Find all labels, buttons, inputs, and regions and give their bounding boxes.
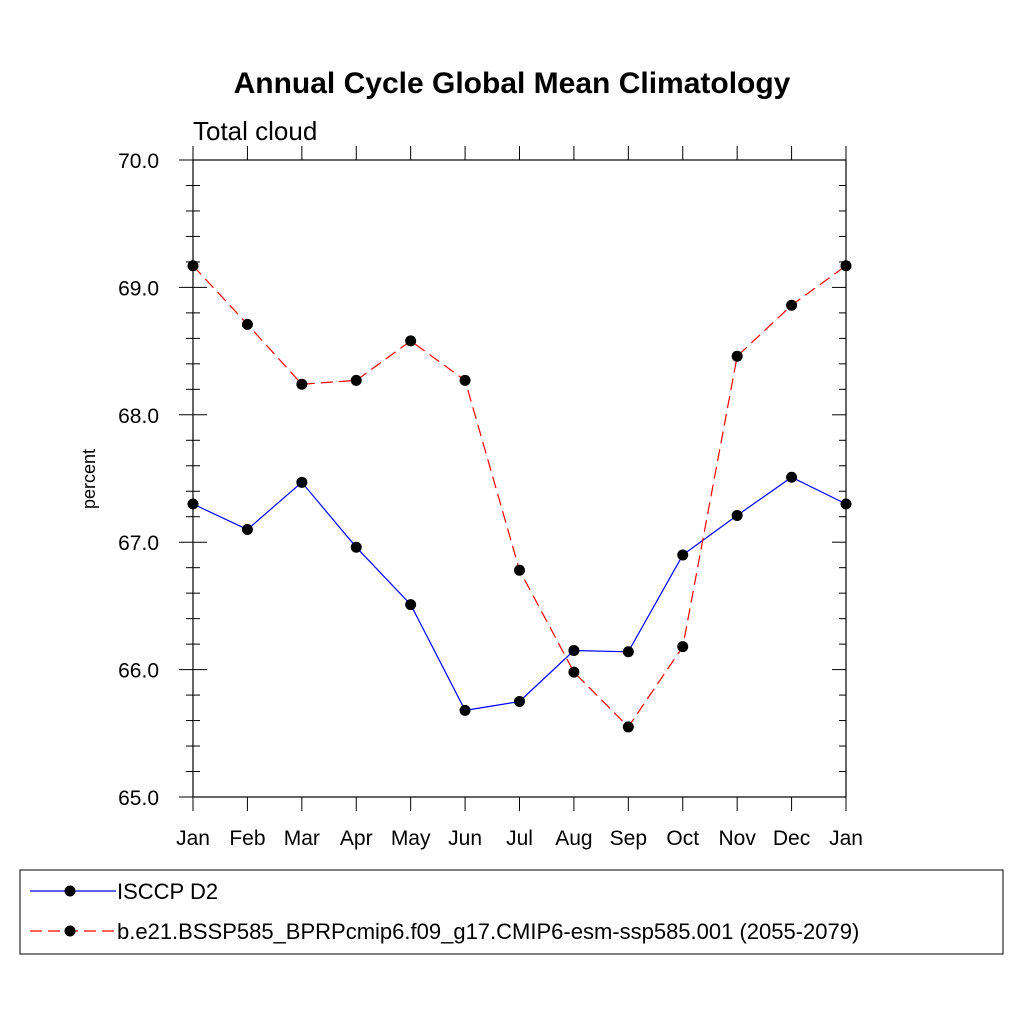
data-point [405,599,417,611]
series-layer [187,260,852,733]
x-tick-label: Dec [773,827,810,850]
x-tick-labels: Jan Feb Mar Apr May Jun Jul Aug Sep Oct Nov Dec Jan [176,827,863,850]
data-point [241,523,253,535]
data-point [622,721,634,733]
x-tick-label: Mar [284,827,320,850]
x-tick-label: Nov [718,827,756,850]
chart-subtitle: Total cloud [193,116,317,146]
x-tick-label: Jun [448,827,482,850]
x-tick-label: Jul [506,827,533,850]
y-tick-label: 65.0 [118,787,159,810]
data-point [677,549,689,561]
series-line [192,476,847,712]
y-tick-label: 67.0 [118,532,159,555]
y-tick-label: 69.0 [118,277,159,300]
legend: ISCCP D2 b.e21.BSSP585_BPRPcmip6.f09_g17.… [30,879,859,944]
data-point [187,260,199,272]
x-tick-label: Feb [229,827,265,850]
data-point [296,476,308,488]
legend-label: ISCCP D2 [117,879,218,904]
data-point [840,498,852,510]
data-point [568,666,580,678]
x-tick-label: Jan [829,827,863,850]
x-tick-label: Aug [555,827,592,850]
legend-marker [64,885,76,897]
x-tick-label: May [391,827,431,850]
y-tick-labels: 65.0 66.0 67.0 68.0 69.0 70.0 [118,150,159,810]
data-point [241,318,253,330]
data-point [514,564,525,576]
data-point [296,378,308,390]
data-point [514,695,525,707]
axis-ticks [179,146,847,811]
data-point [786,471,798,483]
data-point [459,704,471,716]
y-tick-label: 68.0 [118,405,159,428]
legend-box [19,869,1004,955]
data-point [731,509,743,521]
data-point [622,646,634,658]
data-point [350,374,362,386]
x-tick-label: Apr [340,827,373,850]
data-point [568,644,580,656]
x-tick-label: Oct [666,827,699,850]
data-point [459,374,471,386]
data-point [405,335,417,347]
chart-title: Annual Cycle Global Mean Climatology [234,67,791,100]
series-1 [187,471,852,716]
legend-item: ISCCP D2 [30,879,218,904]
legend-marker [64,925,76,937]
legend-label: b.e21.BSSP585_BPRPcmip6.f09_g17.CMIP6-es… [117,919,859,944]
data-point [786,299,798,311]
y-tick-label: 66.0 [118,660,159,683]
data-point [187,498,199,510]
legend-item: b.e21.BSSP585_BPRPcmip6.f09_g17.CMIP6-es… [30,919,859,944]
x-tick-label: Jan [176,827,210,850]
series-line [192,265,847,728]
series-2 [187,260,852,733]
x-tick-label: Sep [610,827,647,850]
data-point [677,641,689,653]
data-point [731,350,743,362]
data-point [840,260,852,272]
y-tick-label: 70.0 [118,150,159,173]
y-axis-label: percent [79,449,99,509]
data-point [350,541,362,553]
